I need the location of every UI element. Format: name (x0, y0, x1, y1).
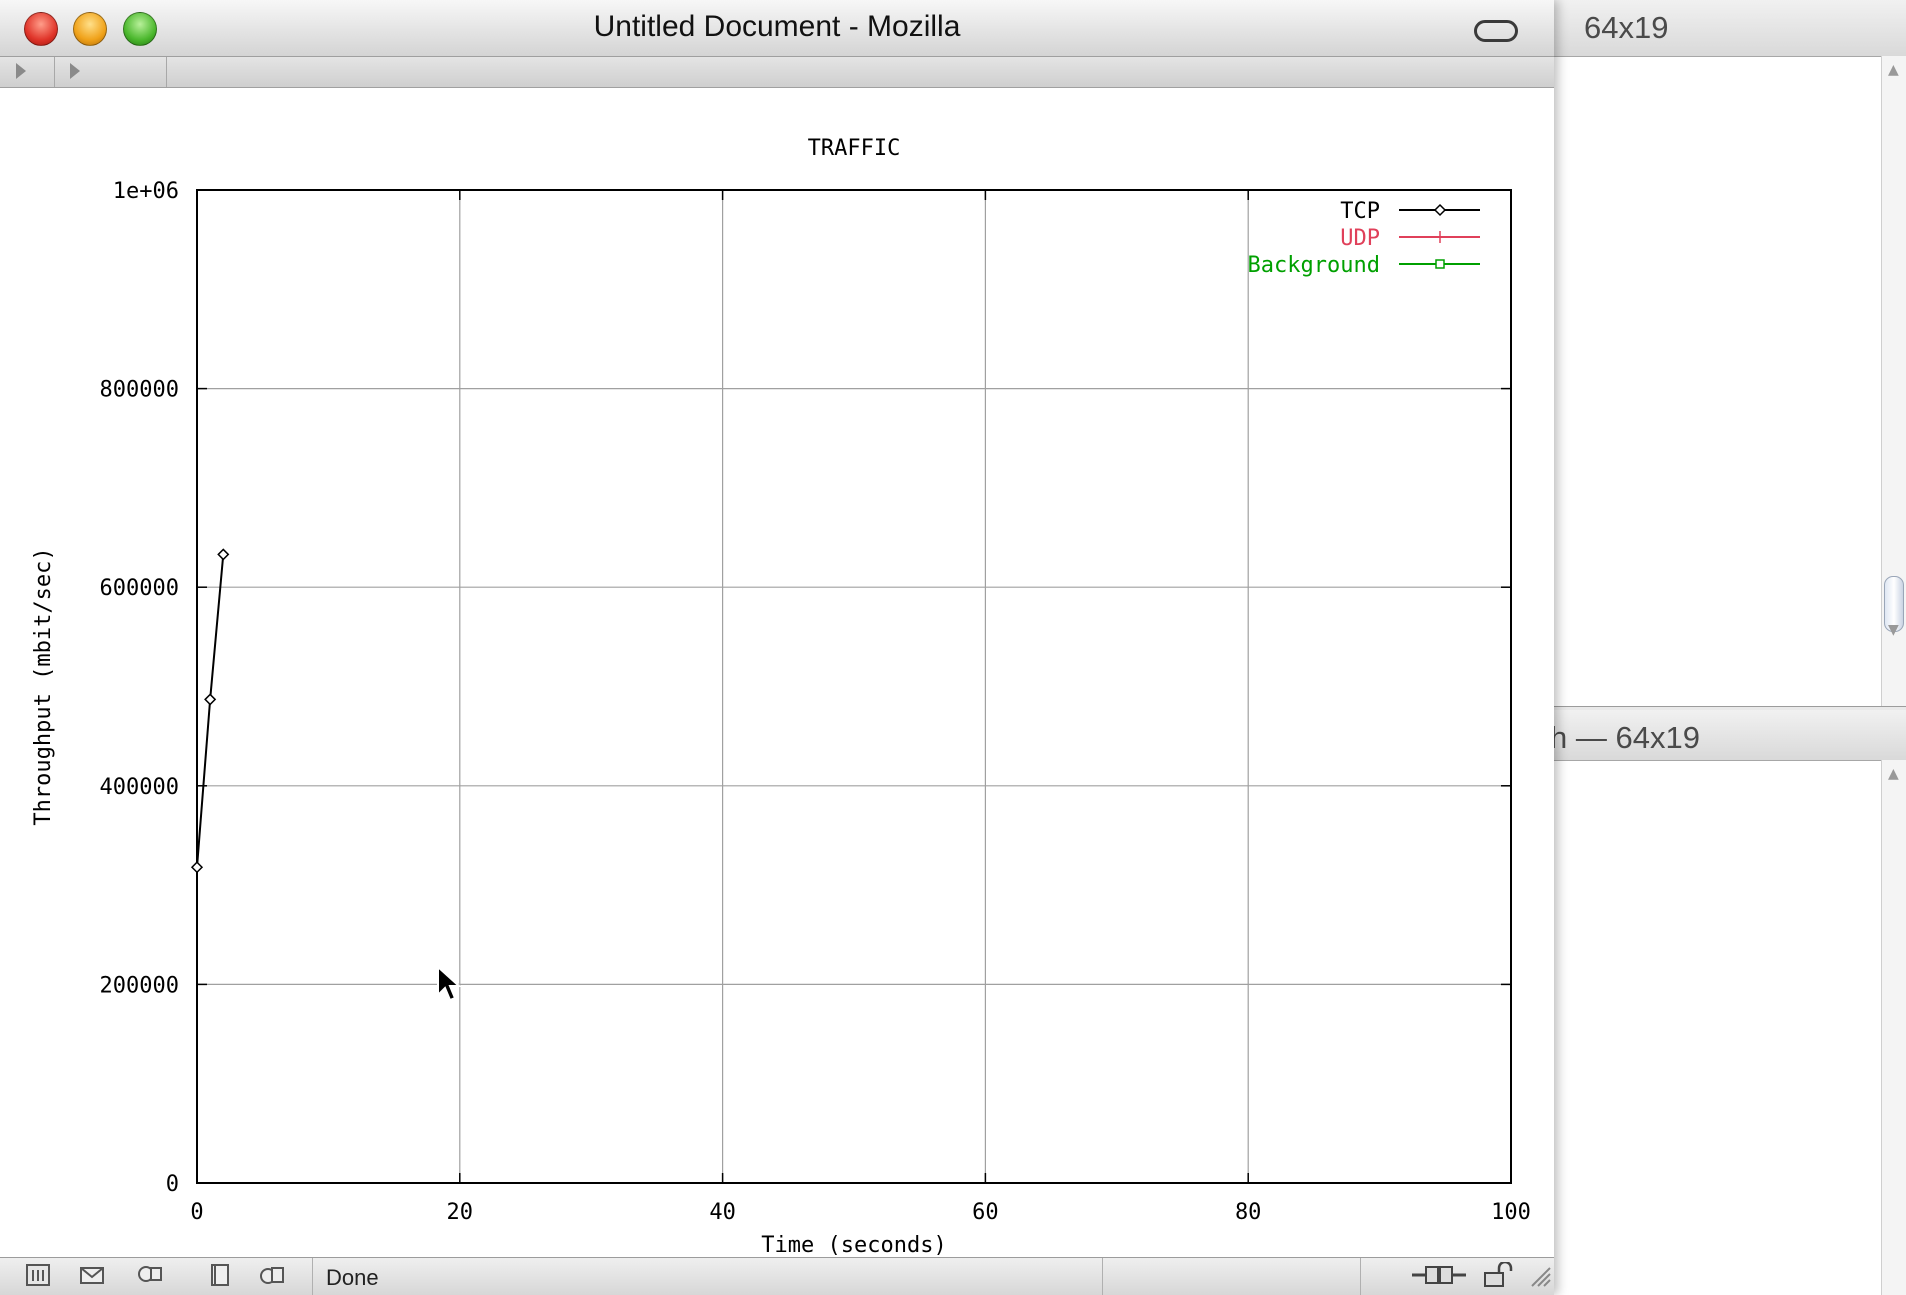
composer-icon[interactable] (136, 1262, 164, 1288)
terminal-window-bottom: h — 64x19 ▲ (1540, 710, 1906, 1295)
plot-frame (196, 189, 1512, 1184)
window-titlebar[interactable]: Untitled Document - Mozilla (0, 0, 1554, 57)
statusbar-divider (1360, 1258, 1361, 1295)
collapse-toolbar-icon[interactable] (70, 63, 80, 79)
mail-icon[interactable] (78, 1262, 106, 1288)
terminal-scrollbar[interactable]: ▲ (1881, 760, 1906, 1295)
navigation-toolbar (0, 57, 1554, 88)
window-title: Untitled Document - Mozilla (593, 10, 961, 43)
irc-chat-icon[interactable] (258, 1262, 286, 1288)
legend-label: UDP (1340, 226, 1380, 251)
navigator-icon[interactable] (24, 1262, 52, 1288)
statusbar-divider (312, 1258, 313, 1295)
terminal-title: 64x19 (1584, 10, 1669, 45)
chart-grid (197, 190, 1511, 1183)
statusbar-divider (1102, 1258, 1103, 1295)
y-tick-label: 400000 (100, 775, 179, 800)
x-axis-label: Time (seconds) (761, 1233, 946, 1258)
series-line (196, 554, 225, 868)
x-tick-label: 80 (1235, 1200, 1262, 1225)
scrollbar-thumb[interactable] (1884, 576, 1904, 632)
data-point (204, 693, 217, 706)
data-point (190, 861, 204, 874)
data-point (217, 548, 230, 561)
scroll-down-arrow-icon[interactable]: ▼ (1888, 622, 1899, 638)
chart-ticks: 0 20 40 60 80 100 0 200000 400000 600000 800000 1e+… (100, 179, 1531, 1225)
status-text: Done (326, 1265, 379, 1290)
terminal-scrollbar[interactable]: ▲ ▼ (1881, 56, 1906, 706)
legend-marker (1433, 203, 1447, 217)
y-tick-label: 1e+06 (113, 179, 179, 204)
y-tick-label: 600000 (100, 576, 179, 601)
minimize-button[interactable] (73, 12, 107, 46)
x-tick-label: 60 (972, 1200, 999, 1225)
y-tick-label: 0 (166, 1172, 179, 1197)
legend-label: Background (1248, 253, 1380, 278)
toolbar-divider (54, 57, 55, 87)
scroll-up-arrow-icon[interactable]: ▲ (1888, 766, 1899, 782)
x-tick-label: 0 (190, 1200, 203, 1225)
x-tick-label: 40 (709, 1200, 736, 1225)
chart-title: TRAFFIC (808, 136, 901, 161)
address-book-icon[interactable] (206, 1262, 234, 1288)
x-tick-label: 100 (1491, 1200, 1531, 1225)
toolbar-divider (166, 57, 167, 87)
terminal-titlebar[interactable] (1540, 710, 1906, 761)
collapse-toolbar-icon[interactable] (16, 63, 26, 79)
y-tick-label: 200000 (100, 973, 179, 998)
page-content: 0 20 40 60 80 100 0 200000 400000 600000 800000 1e+… (0, 88, 1554, 1258)
mouse-pointer-icon (437, 965, 462, 1002)
legend-marker (1434, 231, 1446, 243)
terminal-titlebar[interactable] (1540, 0, 1906, 57)
y-axis-label: Throughput (mbit/sec) (31, 547, 56, 825)
security-lock-icon[interactable] (1482, 1262, 1518, 1288)
terminal-title: h — 64x19 (1550, 720, 1700, 755)
status-bar: Done (0, 1257, 1554, 1295)
close-button[interactable] (24, 12, 58, 46)
chart-series (190, 548, 230, 874)
mozilla-window: Untitled Document - Mozilla 0 20 40 60 80 100… (0, 0, 1554, 1295)
toolbar-toggle-button[interactable] (1474, 20, 1518, 42)
resize-grip-icon[interactable] (1528, 1262, 1552, 1288)
zoom-button[interactable] (123, 12, 157, 46)
legend-label: TCP (1340, 199, 1380, 224)
online-status-icon[interactable] (1410, 1262, 1468, 1288)
traffic-chart: 0 20 40 60 80 100 0 200000 400000 600000 800000 1e+… (31, 136, 1531, 1258)
legend-marker (1435, 259, 1445, 269)
x-tick-label: 20 (447, 1200, 474, 1225)
y-tick-label: 800000 (100, 378, 179, 403)
scroll-up-arrow-icon[interactable]: ▲ (1888, 62, 1899, 78)
terminal-window-top: 64x19 ▲ ▼ (1540, 0, 1906, 707)
